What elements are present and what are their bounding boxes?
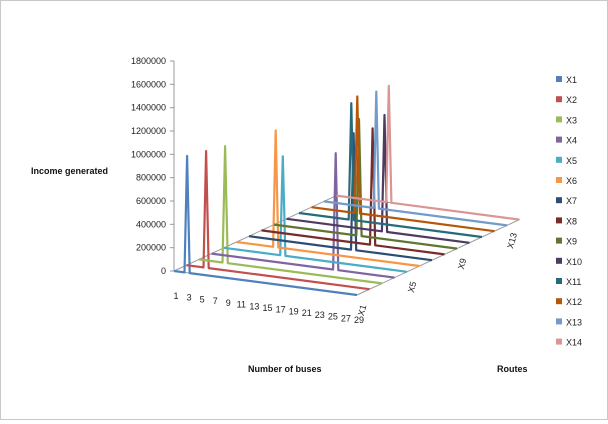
x-tick-label: 29 <box>354 315 364 325</box>
legend-swatch <box>556 177 562 183</box>
y-tick-label: 1800000 <box>131 56 166 66</box>
legend-label: X8 <box>566 216 577 226</box>
series-line-x9 <box>273 117 458 250</box>
z-axis-ticks: X1 X5 X9 X13 <box>356 232 519 317</box>
legend: X1 X2 X3 X4 X5 X6 X7 X8 X9 X10 X11 X12 X13 X14 <box>556 75 582 348</box>
x-axis-title: Number of buses <box>248 364 322 374</box>
legend-label: X13 <box>566 317 582 327</box>
series-line-x10 <box>286 113 470 244</box>
x-tick-label: 7 <box>213 296 218 306</box>
y-axis-ticks: 0 200000 400000 600000 800000 1000000 1200000 1… <box>131 56 174 276</box>
series-line-x6 <box>236 129 420 268</box>
legend-label: X10 <box>566 257 582 267</box>
series-line-x13 <box>323 90 508 227</box>
y-tick-label: 0 <box>161 266 166 276</box>
series-line-x14 <box>336 84 520 221</box>
x-tick-label: 25 <box>328 312 338 322</box>
series-line-x8 <box>261 127 445 256</box>
x-tick-label: 5 <box>200 294 205 304</box>
legend-swatch <box>556 318 562 325</box>
x-axis-ticks: 1 3 5 7 9 11 13 15 17 19 21 23 25 27 29 <box>173 291 364 325</box>
x-tick-label: 13 <box>249 301 259 311</box>
x-tick-label: 21 <box>302 308 312 318</box>
y-tick-label: 1200000 <box>131 126 166 136</box>
legend-swatch <box>556 237 562 244</box>
legend-swatch <box>556 197 562 204</box>
legend-label: X12 <box>566 297 582 307</box>
series-line-x7 <box>248 132 433 262</box>
legend-label: X3 <box>566 115 577 125</box>
z-axis-title: Routes <box>497 364 528 374</box>
z-tick-label: X13 <box>505 232 519 250</box>
legend-swatch <box>556 298 562 305</box>
y-tick-label: 1400000 <box>131 103 166 113</box>
series-line-x4 <box>211 152 395 279</box>
floor-right-edge <box>356 219 520 296</box>
y-tick-label: 1000000 <box>131 149 166 159</box>
z-tick-label: X5 <box>406 280 419 293</box>
z-tick-label: X1 <box>356 304 369 317</box>
series-line-x11 <box>298 102 483 239</box>
legend-label: X1 <box>566 75 577 85</box>
legend-swatch <box>556 96 562 103</box>
legend-swatch <box>556 217 562 224</box>
legend-swatch <box>556 257 562 264</box>
legend-swatch <box>556 278 562 284</box>
y-axis-title: Income generated <box>31 166 108 176</box>
x-tick-label: 11 <box>237 300 246 310</box>
x-tick-label: 27 <box>341 313 351 323</box>
y-tick-label: 800000 <box>136 173 166 183</box>
legend-swatch <box>556 338 562 345</box>
series-line-x1 <box>173 154 358 297</box>
legend-swatch <box>556 116 562 123</box>
legend-swatch <box>556 76 562 82</box>
series-line-x5 <box>223 155 408 273</box>
series-lines <box>173 84 520 297</box>
x-tick-label: 19 <box>289 306 299 316</box>
legend-label: X4 <box>566 136 577 146</box>
floor-left-edge <box>173 195 337 272</box>
series-line-x2 <box>186 150 370 291</box>
y-tick-label: 400000 <box>136 219 166 229</box>
y-tick-label: 200000 <box>136 243 166 253</box>
legend-label: X5 <box>566 156 577 166</box>
legend-label: X9 <box>566 237 577 247</box>
x-tick-label: 3 <box>187 293 192 303</box>
x-tick-label: 15 <box>262 303 272 313</box>
legend-swatch <box>556 156 562 163</box>
legend-label: X11 <box>566 277 581 287</box>
legend-label: X7 <box>566 196 577 206</box>
legend-swatch <box>556 136 562 143</box>
x-tick-label: 23 <box>315 310 325 320</box>
series-line-x3 <box>198 145 383 285</box>
y-tick-label: 600000 <box>136 196 166 206</box>
legend-label: X2 <box>566 95 577 105</box>
legend-label: X6 <box>566 176 577 186</box>
legend-label: X14 <box>566 338 582 348</box>
series-line-x12 <box>311 95 495 233</box>
x-tick-label: 9 <box>226 298 231 308</box>
y-tick-label: 1600000 <box>131 79 166 89</box>
x-tick-label: 17 <box>276 305 286 315</box>
x-tick-label: 1 <box>173 291 178 301</box>
z-tick-label: X9 <box>456 257 469 270</box>
